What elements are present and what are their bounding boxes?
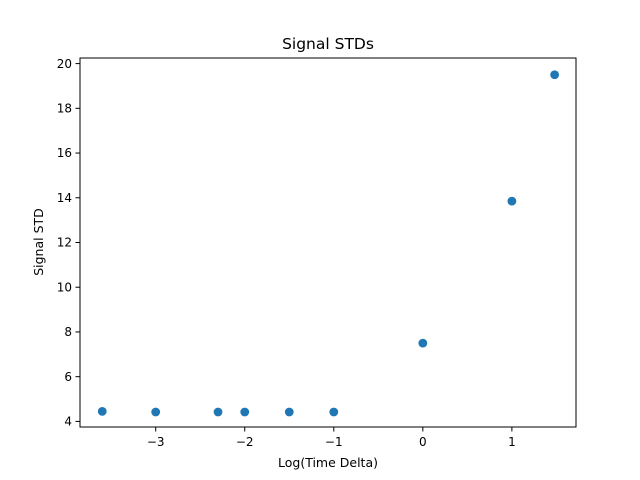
scatter-point xyxy=(240,407,250,417)
y-axis-label: Signal STD xyxy=(31,208,46,276)
scatter-point xyxy=(284,407,294,417)
y-tick-label: 10 xyxy=(57,280,72,294)
y-tick-label: 20 xyxy=(57,57,72,71)
scatter-point xyxy=(550,70,560,80)
x-axis-ticks: −3 −2 −1 0 1 xyxy=(147,427,516,449)
y-axis-ticks: 4 6 8 10 12 14 16 18 20 xyxy=(57,57,80,429)
y-tick-label: 14 xyxy=(57,191,72,205)
plot-frame xyxy=(79,57,577,428)
x-tick-label: −3 xyxy=(147,435,165,449)
scatter-point xyxy=(507,196,517,206)
scatter-point xyxy=(213,407,223,417)
x-axis-label: Log(Time Delta) xyxy=(278,455,378,470)
scatter-point xyxy=(418,338,428,348)
scatter-point xyxy=(151,407,161,417)
y-tick-label: 18 xyxy=(57,102,72,116)
data-points xyxy=(97,70,560,417)
x-tick-label: −2 xyxy=(236,435,254,449)
scatter-point xyxy=(97,406,107,416)
chart-title: Signal STDs xyxy=(282,35,374,53)
y-tick-label: 12 xyxy=(57,236,72,250)
y-tick-label: 16 xyxy=(57,146,72,160)
x-tick-label: −1 xyxy=(325,435,343,449)
y-tick-label: 4 xyxy=(64,415,72,429)
y-tick-label: 6 xyxy=(64,370,72,384)
x-tick-label: 1 xyxy=(508,435,516,449)
x-tick-label: 0 xyxy=(419,435,427,449)
scatter-point xyxy=(329,407,339,417)
y-tick-label: 8 xyxy=(64,325,72,339)
